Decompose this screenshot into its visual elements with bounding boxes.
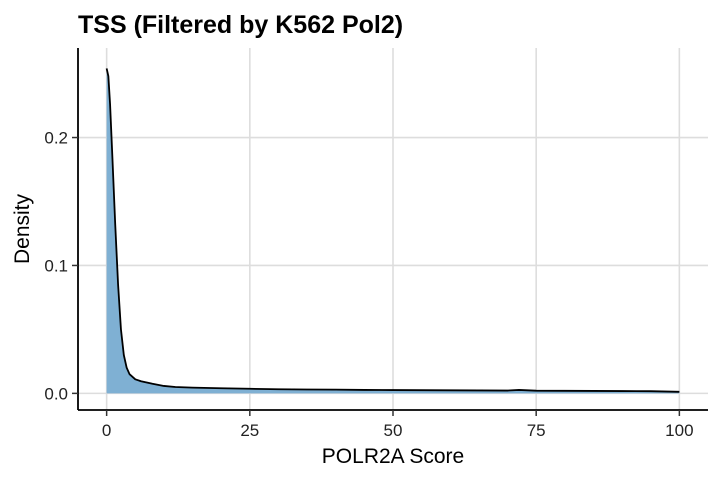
x-tick-label: 25 bbox=[240, 421, 259, 440]
density-line bbox=[105, 68, 680, 393]
chart-title: TSS (Filtered by K562 Pol2) bbox=[78, 11, 403, 39]
density-series bbox=[105, 68, 680, 394]
x-tick-label: 0 bbox=[102, 421, 111, 440]
x-tick-label: 100 bbox=[665, 421, 693, 440]
y-tick-label: 0.2 bbox=[44, 129, 68, 148]
x-axis-title: POLR2A Score bbox=[322, 445, 464, 468]
y-tick-label: 0.0 bbox=[44, 384, 68, 403]
x-tick-label: 50 bbox=[384, 421, 403, 440]
x-tick-label: 75 bbox=[527, 421, 546, 440]
grid-lines bbox=[78, 48, 708, 410]
ticks: 0 25 50 75 100 0.0 0.1 0.2 bbox=[44, 129, 693, 440]
y-tick-label: 0.1 bbox=[44, 256, 68, 275]
y-axis-title: Density bbox=[11, 193, 34, 264]
